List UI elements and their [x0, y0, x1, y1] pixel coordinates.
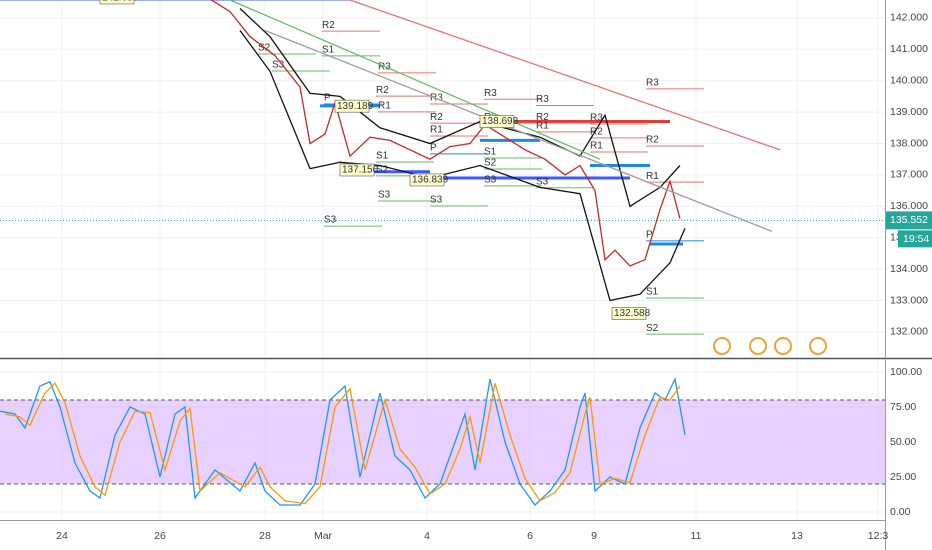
pivot-label: S2 [376, 165, 389, 176]
price-label: 132.588 [614, 308, 651, 319]
pivot-label: S1 [484, 147, 497, 158]
pivot-label: R3 [646, 78, 659, 89]
price-label: 137.156 [342, 165, 379, 176]
pivot-label: S3 [272, 60, 285, 71]
y-tick-label: 141.000 [890, 43, 928, 55]
pivot-label: R2 [590, 127, 603, 138]
price-label-box [479, 115, 515, 128]
price-label: 138.698 [482, 116, 519, 127]
x-tick-label: 4 [424, 530, 430, 542]
x-tick-label: 13 [791, 530, 803, 542]
y-tick-label: 142.000 [890, 12, 928, 24]
y-tick-label: 100.00 [890, 366, 922, 378]
pivot-label: P [430, 143, 437, 154]
y-tick-label: 136.000 [890, 200, 928, 212]
price-label-box [339, 163, 375, 177]
y-tick-label: 140.000 [890, 74, 928, 86]
pivot-label: S1 [322, 45, 335, 56]
band-fill [0, 400, 885, 485]
x-tick-label: 26 [154, 530, 166, 542]
pivot-label: R2 [536, 112, 549, 123]
y-tick-label: 75.00 [890, 401, 916, 413]
x-tick-label: 24 [56, 530, 68, 542]
price-label-box [99, 0, 135, 5]
pivot-label: R1 [590, 141, 603, 152]
countdown: 19:54 [903, 233, 929, 245]
event-icon [749, 337, 767, 355]
series-line [264, 29, 773, 233]
series-line [229, 0, 601, 160]
pivot-label: R1 [536, 121, 549, 132]
last-price-label: 135.552 [890, 214, 928, 226]
pivot-label: P [324, 93, 331, 104]
last-price-box [886, 211, 932, 230]
x-tick-label: 28 [259, 530, 271, 542]
series-line [239, 30, 686, 302]
x-tick-label: 11 [691, 530, 702, 542]
pivot-label: R2 [376, 85, 389, 96]
pivot-label: S2 [646, 323, 659, 334]
x-tick-label: 6 [527, 530, 533, 542]
pivot-label: R3 [536, 94, 549, 105]
x-tick-label: 9 [591, 530, 597, 542]
event-icon [774, 337, 792, 355]
y-tick-label: 139.000 [890, 106, 928, 118]
y-tick-label: 25.00 [890, 471, 916, 483]
x-tick-label: 12:3 [868, 530, 889, 542]
pivot-label: R3 [484, 88, 497, 99]
y-tick-label: 50.00 [890, 436, 916, 448]
event-icon [713, 337, 731, 355]
countdown-box [898, 230, 932, 248]
pivot-label: S3 [378, 190, 391, 201]
series-line [4, 382, 681, 505]
pivot-label: R1 [430, 125, 443, 136]
pivot-label: R2 [322, 20, 335, 31]
pivot-label: R2 [646, 135, 659, 146]
series-line [210, 0, 681, 267]
price-label-box [611, 307, 647, 320]
y-tick-label: 137.000 [890, 169, 928, 181]
price-label: 139.189 [337, 101, 374, 112]
pivot-label: R1 [378, 100, 391, 111]
price-label: 142.635 [102, 0, 139, 4]
pivot-label: S3 [536, 176, 549, 187]
pivot-label: S1 [376, 151, 389, 162]
event-icons [713, 337, 827, 355]
y-tick-label: 132.000 [890, 326, 928, 338]
pivot-label: S1 [646, 287, 659, 298]
pivot-label: R3 [590, 113, 603, 124]
pivot-label: R1 [646, 171, 659, 182]
pivot-label: S3 [430, 195, 443, 206]
y-tick-label: 0.00 [890, 506, 911, 518]
pivot-label: S3 [484, 175, 497, 186]
price-label: 136.839 [412, 175, 449, 186]
event-icon [809, 337, 827, 355]
pivot-label: S2 [484, 158, 497, 169]
x-tick-label: Mar [314, 530, 333, 542]
y-tick-label: 138.000 [890, 137, 928, 149]
series-line [0, 376, 686, 506]
pivot-label: P [646, 230, 653, 241]
series-line [349, 0, 781, 151]
y-tick-label: 133.000 [890, 294, 928, 306]
y-tick-label: 134.000 [890, 263, 928, 275]
price-label-box [409, 173, 445, 187]
price-label-box [334, 99, 370, 113]
pivot-label: R2 [430, 112, 443, 123]
